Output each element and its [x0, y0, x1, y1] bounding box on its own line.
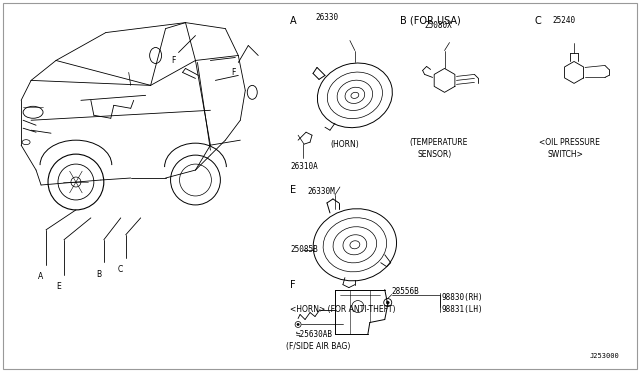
Text: C: C — [534, 16, 541, 26]
Text: (TEMPERATURE: (TEMPERATURE — [410, 138, 468, 147]
Text: 26310A: 26310A — [290, 162, 318, 171]
Text: A: A — [290, 16, 297, 26]
Text: E: E — [290, 185, 296, 195]
Text: E: E — [56, 282, 61, 291]
Text: B: B — [96, 270, 101, 279]
Text: 25085B: 25085B — [290, 245, 318, 254]
Circle shape — [387, 301, 389, 304]
Text: (HORN): (HORN) — [330, 140, 358, 149]
Text: 25080X: 25080X — [424, 20, 452, 30]
Text: 25240: 25240 — [552, 16, 575, 25]
Text: C: C — [118, 265, 124, 274]
Circle shape — [297, 323, 300, 326]
Text: (F/SIDE AIR BAG): (F/SIDE AIR BAG) — [286, 342, 351, 352]
Text: <OIL PRESSURE: <OIL PRESSURE — [539, 138, 600, 147]
Text: J253000: J253000 — [589, 353, 619, 359]
Text: ≒25630AB: ≒25630AB — [296, 330, 333, 339]
Text: SENSOR): SENSOR) — [418, 150, 452, 159]
Text: <HORN> (FOR ANTI-THEFT): <HORN> (FOR ANTI-THEFT) — [290, 305, 396, 314]
Text: F: F — [290, 280, 296, 290]
Text: B (FOR USA): B (FOR USA) — [400, 16, 460, 26]
Text: A: A — [38, 272, 44, 281]
Text: F: F — [172, 57, 176, 65]
Text: 98830(RH): 98830(RH) — [442, 293, 483, 302]
Text: 98831(LH): 98831(LH) — [442, 305, 483, 314]
Text: 26330M: 26330M — [307, 187, 335, 196]
Text: 26330: 26330 — [315, 13, 338, 22]
Text: F: F — [231, 68, 236, 77]
Text: SWITCH>: SWITCH> — [547, 150, 583, 159]
Text: 28556B: 28556B — [392, 286, 419, 296]
